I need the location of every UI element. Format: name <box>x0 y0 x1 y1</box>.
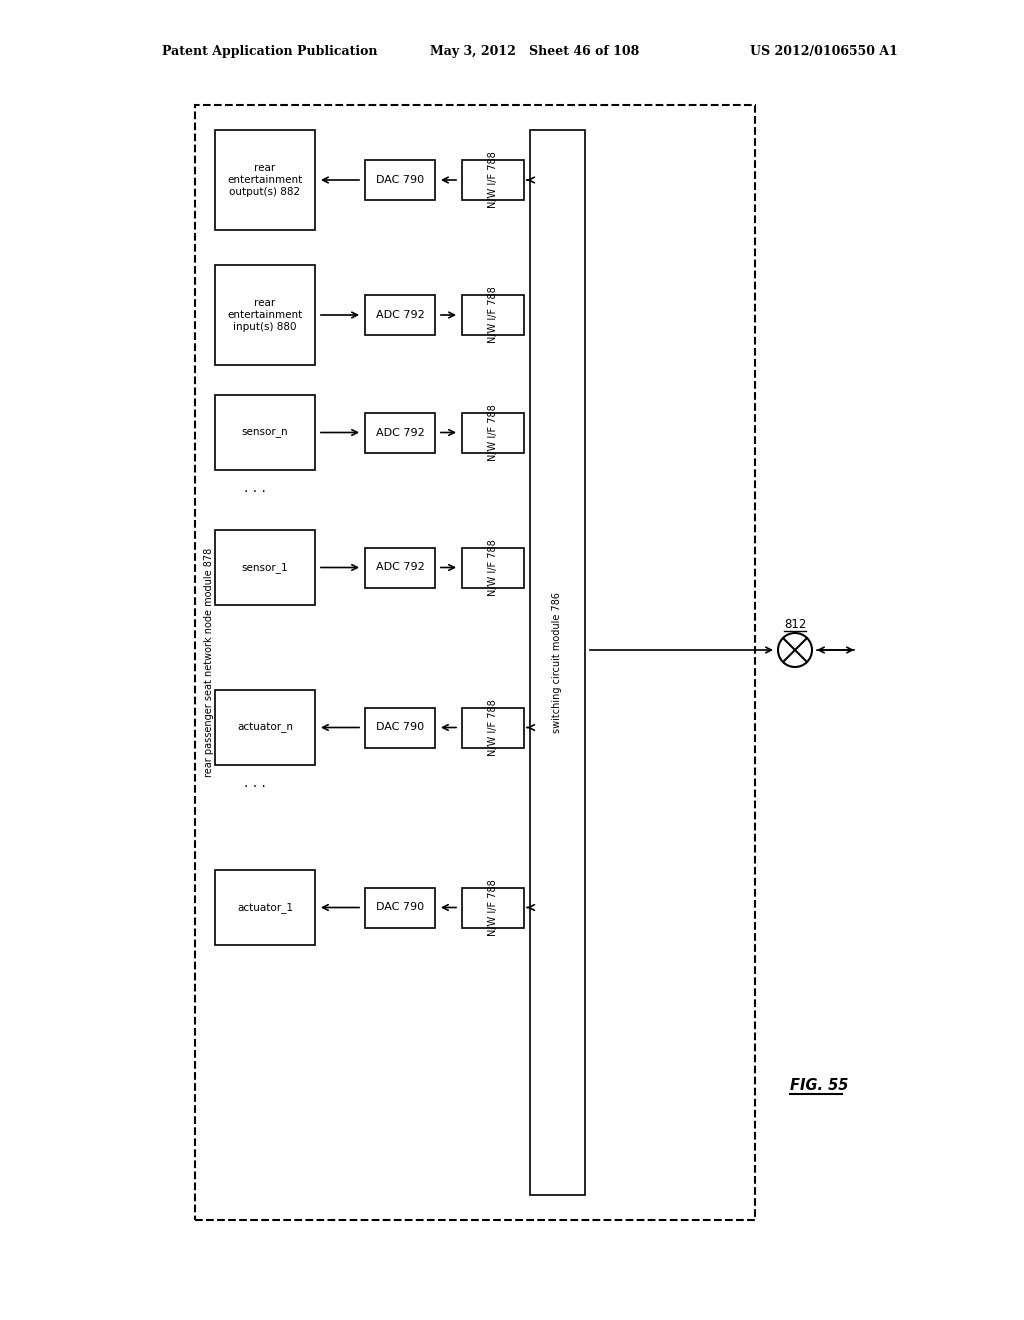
Text: DAC 790: DAC 790 <box>376 903 424 912</box>
Text: N/W I/F 788: N/W I/F 788 <box>488 700 498 756</box>
FancyBboxPatch shape <box>365 887 435 928</box>
FancyBboxPatch shape <box>462 708 524 747</box>
Text: N/W I/F 788: N/W I/F 788 <box>488 286 498 343</box>
FancyBboxPatch shape <box>215 870 315 945</box>
Text: May 3, 2012   Sheet 46 of 108: May 3, 2012 Sheet 46 of 108 <box>430 45 639 58</box>
FancyBboxPatch shape <box>462 160 524 201</box>
Text: actuator_1: actuator_1 <box>237 902 293 913</box>
Text: DAC 790: DAC 790 <box>376 176 424 185</box>
Text: sensor_1: sensor_1 <box>242 562 289 573</box>
Text: N/W I/F 788: N/W I/F 788 <box>488 404 498 461</box>
Text: N/W I/F 788: N/W I/F 788 <box>488 539 498 595</box>
Text: N/W I/F 788: N/W I/F 788 <box>488 879 498 936</box>
FancyBboxPatch shape <box>195 106 755 1220</box>
FancyBboxPatch shape <box>462 294 524 335</box>
Text: US 2012/0106550 A1: US 2012/0106550 A1 <box>750 45 898 58</box>
FancyBboxPatch shape <box>462 412 524 453</box>
FancyBboxPatch shape <box>215 531 315 605</box>
Text: rear
entertainment
input(s) 880: rear entertainment input(s) 880 <box>227 297 303 333</box>
Text: FIG. 55: FIG. 55 <box>790 1077 848 1093</box>
Text: rear passenger seat network node module 878: rear passenger seat network node module … <box>204 548 214 777</box>
Text: 812: 812 <box>783 618 806 631</box>
FancyBboxPatch shape <box>365 412 435 453</box>
FancyBboxPatch shape <box>365 294 435 335</box>
FancyBboxPatch shape <box>365 160 435 201</box>
FancyBboxPatch shape <box>215 690 315 766</box>
FancyBboxPatch shape <box>365 708 435 747</box>
Text: switching circuit module 786: switching circuit module 786 <box>553 591 562 733</box>
Text: . . .: . . . <box>244 776 266 789</box>
FancyBboxPatch shape <box>365 548 435 587</box>
Text: ADC 792: ADC 792 <box>376 428 424 437</box>
Text: . . .: . . . <box>244 480 266 495</box>
Circle shape <box>778 634 812 667</box>
Text: actuator_n: actuator_n <box>237 722 293 733</box>
Text: sensor_n: sensor_n <box>242 428 289 437</box>
Text: Patent Application Publication: Patent Application Publication <box>162 45 378 58</box>
FancyBboxPatch shape <box>462 548 524 587</box>
FancyBboxPatch shape <box>530 129 585 1195</box>
Text: DAC 790: DAC 790 <box>376 722 424 733</box>
FancyBboxPatch shape <box>215 265 315 366</box>
FancyBboxPatch shape <box>215 395 315 470</box>
Text: ADC 792: ADC 792 <box>376 562 424 573</box>
Text: ADC 792: ADC 792 <box>376 310 424 319</box>
FancyBboxPatch shape <box>462 887 524 928</box>
FancyBboxPatch shape <box>215 129 315 230</box>
Text: N/W I/F 788: N/W I/F 788 <box>488 152 498 209</box>
Text: rear
entertainment
output(s) 882: rear entertainment output(s) 882 <box>227 162 303 198</box>
